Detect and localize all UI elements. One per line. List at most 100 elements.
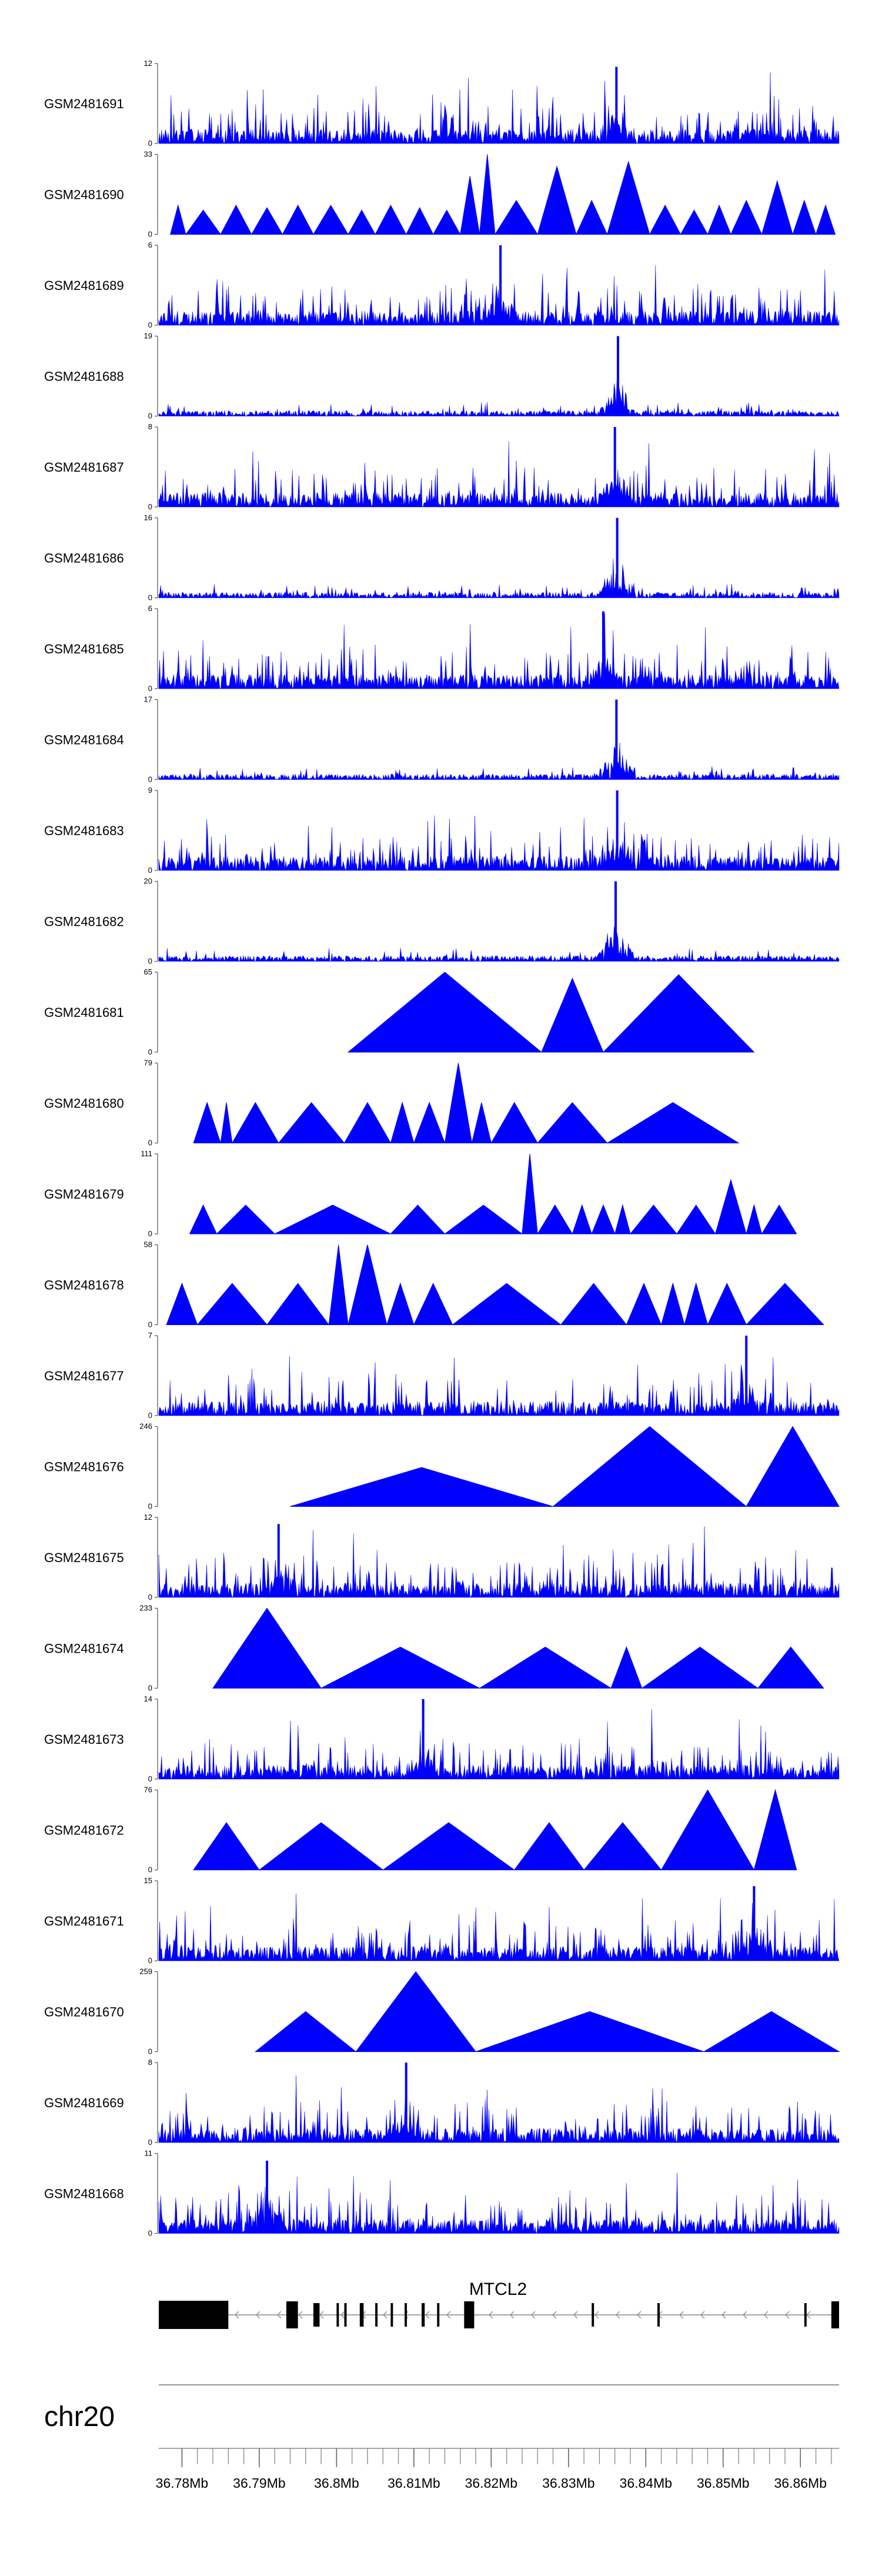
coverage-peak xyxy=(552,1426,747,1507)
coverage-peak xyxy=(432,209,461,235)
strand-arrow xyxy=(298,2311,303,2319)
coverage-peak xyxy=(757,1646,824,1689)
coverage-peak xyxy=(707,1282,747,1325)
coverage-peak xyxy=(490,1102,539,1143)
y-max-label: 15 xyxy=(144,1876,152,1885)
coverage-track: GSM2481673 14 0 xyxy=(44,1694,840,1783)
coverage-peak xyxy=(471,1102,492,1143)
coverage-track: GSM2481690 33 0 xyxy=(44,150,836,239)
strand-arrow xyxy=(573,2311,578,2319)
coverage-peak xyxy=(355,1971,477,2052)
y-max-label: 65 xyxy=(144,967,152,976)
coverage-peak xyxy=(328,1244,349,1325)
coverage-peak xyxy=(610,1646,643,1689)
coverage-peak xyxy=(676,1204,716,1234)
coverage-peak xyxy=(444,1063,473,1143)
coverage-peak xyxy=(560,1283,627,1325)
y-min-label: 0 xyxy=(148,2229,152,2238)
coverage-area xyxy=(158,1356,840,1416)
gene-exon xyxy=(359,2303,364,2327)
strand-arrow xyxy=(679,2311,684,2319)
y-max-label: 259 xyxy=(139,1967,152,1976)
coverage-track: GSM2481681 65 0 xyxy=(44,967,755,1056)
y-max-label: 233 xyxy=(139,1604,152,1613)
y-max-label: 14 xyxy=(144,1694,152,1703)
chromosome-label: chr20 xyxy=(44,2401,115,2432)
strand-arrow xyxy=(340,2311,345,2319)
axis-tick-label: 36.79Mb xyxy=(233,2475,286,2491)
coverage-peak xyxy=(583,1822,662,1870)
coverage-track: GSM2481687 8 0 xyxy=(44,422,840,511)
track-label: GSM2481684 xyxy=(44,733,124,748)
gene-exon xyxy=(592,2303,594,2327)
axis-tick-label: 36.86Mb xyxy=(774,2475,827,2491)
coverage-peak xyxy=(193,1102,221,1143)
track-label: GSM2481688 xyxy=(44,369,124,384)
strand-arrow xyxy=(425,2311,430,2319)
coverage-peak xyxy=(746,1426,840,1507)
coverage-area xyxy=(158,743,840,780)
y-min-label: 0 xyxy=(148,502,152,511)
track-label: GSM2481677 xyxy=(44,1369,124,1383)
axis-tick-label: 36.84Mb xyxy=(620,2475,673,2491)
y-max-label: 17 xyxy=(144,695,152,704)
coverage-peak xyxy=(730,199,763,235)
y-min-label: 0 xyxy=(148,2138,152,2147)
coverage-peak xyxy=(616,518,619,598)
y-min-label: 0 xyxy=(148,2047,152,2056)
y-max-label: 8 xyxy=(148,2058,152,2067)
coverage-peak xyxy=(591,1204,616,1234)
coverage-peak xyxy=(189,1204,218,1234)
axis-tick-label: 36.8Mb xyxy=(314,2475,359,2491)
coverage-peak xyxy=(348,209,376,235)
coverage-area xyxy=(158,815,840,871)
track-label: GSM2481681 xyxy=(44,1005,124,1020)
coverage-peak xyxy=(616,336,619,416)
strand-arrow xyxy=(785,2311,790,2319)
coverage-peak xyxy=(405,207,434,235)
y-max-label: 6 xyxy=(148,241,152,249)
coverage-peak xyxy=(232,1102,279,1143)
coverage-peak xyxy=(615,66,618,144)
coverage-peak xyxy=(495,199,539,235)
coverage-peak xyxy=(290,1467,553,1507)
coverage-peak xyxy=(606,1102,740,1143)
coverage-track: GSM2481676 246 0 xyxy=(44,1422,840,1511)
gene-exon xyxy=(405,2303,407,2327)
coverage-peak xyxy=(313,205,349,235)
track-label: GSM2481672 xyxy=(44,1823,124,1838)
coverage-peak xyxy=(460,176,480,235)
coverage-peak xyxy=(616,790,619,870)
track-label: GSM2481676 xyxy=(44,1460,124,1474)
track-label: GSM2481680 xyxy=(44,1096,124,1111)
y-max-label: 9 xyxy=(148,786,152,795)
strand-arrow xyxy=(637,2311,642,2319)
coverage-area xyxy=(158,558,840,599)
coverage-area xyxy=(158,613,840,689)
axis-tick-label: 36.85Mb xyxy=(697,2475,750,2491)
strand-arrow xyxy=(510,2311,514,2319)
coverage-peak xyxy=(572,1204,592,1234)
gene-exon xyxy=(313,2303,320,2327)
y-max-label: 11 xyxy=(145,2149,153,2158)
strand-arrow xyxy=(256,2311,260,2319)
coverage-peak xyxy=(320,1646,480,1689)
coverage-peak xyxy=(761,180,793,235)
track-label: GSM2481687 xyxy=(44,460,124,475)
coverage-peak xyxy=(216,1204,276,1234)
coverage-peak xyxy=(282,204,314,235)
y-min-label: 0 xyxy=(148,412,152,421)
track-label: GSM2481679 xyxy=(44,1187,124,1202)
coverage-peak xyxy=(703,2011,840,2052)
coverage-peak xyxy=(746,1283,824,1325)
coverage-peak xyxy=(196,1283,268,1325)
coverage-peak xyxy=(166,1282,198,1325)
y-min-label: 0 xyxy=(148,1139,152,1147)
coverage-track: GSM2481671 15 0 xyxy=(44,1876,840,1965)
y-min-label: 0 xyxy=(148,775,152,784)
y-min-label: 0 xyxy=(148,1320,152,1329)
coverage-area xyxy=(158,926,840,962)
y-max-label: 111 xyxy=(141,1149,152,1158)
coverage-track: GSM2481679 111 0 xyxy=(44,1149,797,1238)
y-min-label: 0 xyxy=(148,1411,152,1420)
